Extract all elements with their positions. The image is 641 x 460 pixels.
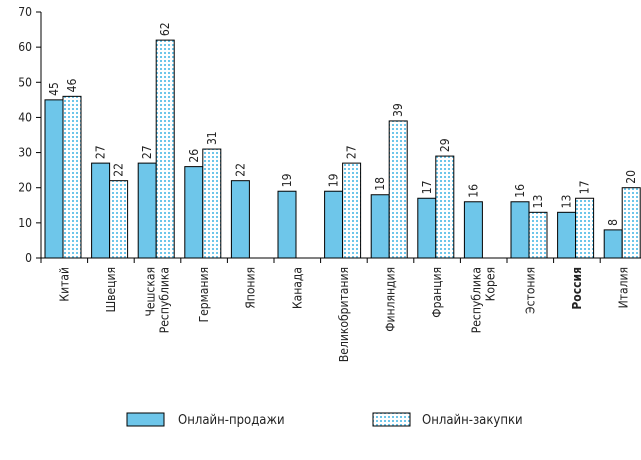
bar-purchases — [388, 120, 408, 259]
bar-sales — [91, 162, 111, 259]
value-labels: 45 46 27 22 27 62 26 31 22 19 19 27 18 39 17 29 16 16 13 13… — [47, 22, 638, 226]
bar-purchases — [342, 162, 362, 259]
bar-sales — [277, 190, 297, 259]
category-label-line: Германия — [197, 267, 211, 322]
value-label: 22 — [112, 163, 126, 177]
value-label: 27 — [345, 145, 359, 159]
value-label: 22 — [233, 163, 247, 177]
value-label: 13 — [560, 195, 574, 209]
bar-sales — [324, 190, 344, 259]
category-label: Япония — [244, 267, 258, 309]
category-label: Республика Корея — [470, 267, 498, 333]
value-label: 39 — [391, 103, 405, 117]
y-tick-label: 40 — [18, 110, 32, 124]
value-label: 45 — [47, 82, 61, 96]
y-tick-label: 20 — [18, 181, 32, 195]
category-label: Италия — [617, 267, 631, 308]
category-label-line: Италия — [617, 267, 631, 308]
category-labels: Китай Швеция Чешская Республика Германия Япон… — [57, 267, 630, 362]
category-label-line: Канада — [290, 267, 304, 309]
value-label: 20 — [624, 170, 638, 184]
category-label: Чешская Республика — [144, 267, 172, 333]
value-label: 18 — [373, 177, 387, 191]
y-tick-label: 70 — [18, 5, 32, 19]
legend: Онлайн-продажи Онлайн-закупки — [126, 412, 523, 428]
legend-swatch-sales — [126, 412, 165, 427]
bar-sales — [44, 99, 64, 259]
bar-sales — [603, 229, 623, 259]
bar-sales — [184, 166, 204, 259]
bar-purchases — [202, 148, 222, 259]
value-label: 16 — [466, 184, 480, 198]
category-label-line: Корея — [484, 267, 498, 301]
category-label: Китай — [57, 267, 71, 302]
legend-label-sales: Онлайн-продажи — [178, 413, 285, 428]
bar-sales — [417, 197, 437, 259]
category-label-line: Швеция — [104, 267, 118, 312]
y-tick-label: 0 — [25, 251, 32, 265]
category-label-line: Финляндия — [384, 267, 398, 332]
value-label: 19 — [280, 173, 294, 187]
bar-sales — [557, 211, 577, 259]
value-label: 31 — [205, 131, 219, 145]
bar-sales — [463, 201, 483, 259]
category-label-line: Великобритания — [337, 267, 351, 362]
bar-sales — [230, 180, 250, 259]
category-label-line: Чешская — [144, 267, 158, 317]
bar-purchases — [528, 211, 548, 259]
category-label: Россия — [570, 267, 584, 310]
legend-label-purchases: Онлайн-закупки — [422, 413, 523, 428]
y-tick-label: 60 — [18, 40, 32, 54]
bar-purchases — [435, 155, 455, 259]
bars — [44, 39, 641, 259]
category-label: Финляндия — [384, 267, 398, 332]
value-label: 17 — [578, 181, 592, 195]
category-label: Эстония — [523, 267, 537, 314]
value-label: 26 — [187, 149, 201, 163]
bar-purchases — [621, 187, 641, 259]
bar-purchases — [575, 197, 595, 259]
y-tick-label: 30 — [18, 146, 32, 160]
bar-purchases — [109, 180, 129, 259]
category-label: Канада — [290, 267, 304, 309]
category-label-line: Китай — [57, 267, 71, 302]
bar-sales — [137, 162, 157, 259]
value-label: 16 — [513, 184, 527, 198]
value-label: 27 — [94, 145, 108, 159]
category-label: Швеция — [104, 267, 118, 312]
category-label-line: Эстония — [523, 267, 537, 314]
value-label: 17 — [420, 181, 434, 195]
category-label-line: Франция — [430, 267, 444, 318]
y-tick-label: 50 — [18, 75, 32, 89]
category-label-line: Россия — [570, 267, 584, 310]
y-tick-label: 10 — [18, 216, 32, 230]
bar-sales — [510, 201, 530, 259]
bar-purchases — [155, 39, 175, 259]
value-label: 19 — [327, 173, 341, 187]
value-label: 27 — [140, 145, 154, 159]
value-label: 13 — [531, 195, 545, 209]
category-label: Франция — [430, 267, 444, 318]
category-label: Великобритания — [337, 267, 351, 362]
bar-purchases — [62, 95, 82, 259]
category-label-line: Япония — [244, 267, 258, 309]
category-label: Германия — [197, 267, 211, 322]
category-label-line: Республика — [470, 267, 484, 333]
legend-swatch-purchases — [372, 412, 411, 427]
value-label: 8 — [606, 219, 620, 226]
bar-sales — [370, 194, 390, 259]
value-label: 29 — [438, 138, 452, 152]
value-label: 62 — [158, 22, 172, 36]
value-label: 46 — [65, 78, 79, 92]
category-label-line: Республика — [158, 267, 172, 333]
